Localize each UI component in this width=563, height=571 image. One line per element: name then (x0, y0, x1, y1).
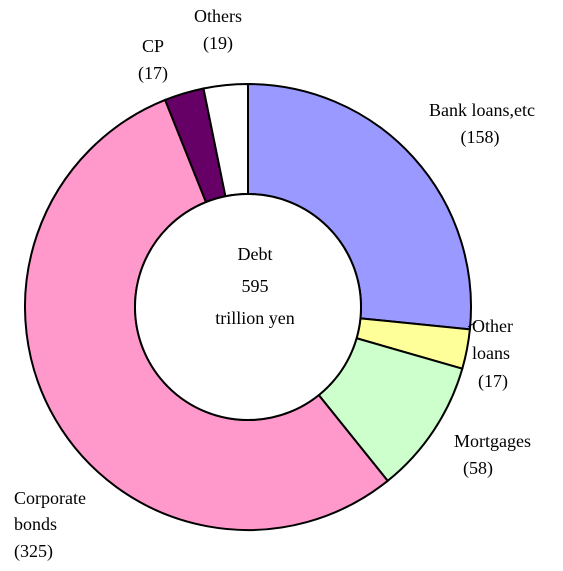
center-label-line-1: 595 (242, 276, 269, 296)
center-hole-layer (134, 193, 362, 421)
slice-label-other-loans-line-2: (17) (478, 371, 508, 392)
slice-label-bank-loans-line-1: (158) (461, 127, 500, 148)
slice-labels-layer: Debt 595 trillion yen Bank loans,etc (158) Ot… (14, 6, 535, 562)
slice-label-cp-line-0: CP (142, 36, 164, 56)
slice-label-mortgages-line-0: Mortgages (454, 431, 531, 451)
donut-center-hole (134, 193, 362, 421)
slice-label-corporate-bonds-line-1: bonds (14, 514, 57, 534)
slice-label-corporate-bonds-line-0: Corporate (14, 488, 86, 508)
slice-label-other-loans-line-0: Other (472, 316, 513, 336)
slice-label-others-line-0: Others (194, 6, 242, 26)
slice-label-cp-line-1: (17) (138, 63, 168, 84)
center-label-line-2: trillion yen (215, 308, 295, 328)
center-label-line-0: Debt (238, 244, 273, 264)
slice-label-bank-loans-line-0: Bank loans,etc (429, 100, 535, 120)
leader-line-other-loans (467, 321, 477, 328)
leader-lines-layer (467, 321, 477, 328)
slice-label-mortgages-line-1: (58) (463, 458, 493, 479)
slice-label-corporate-bonds-line-2: (325) (14, 541, 53, 562)
slice-label-others-line-1: (19) (203, 33, 233, 54)
slice-label-other-loans-line-1: loans (472, 343, 510, 363)
